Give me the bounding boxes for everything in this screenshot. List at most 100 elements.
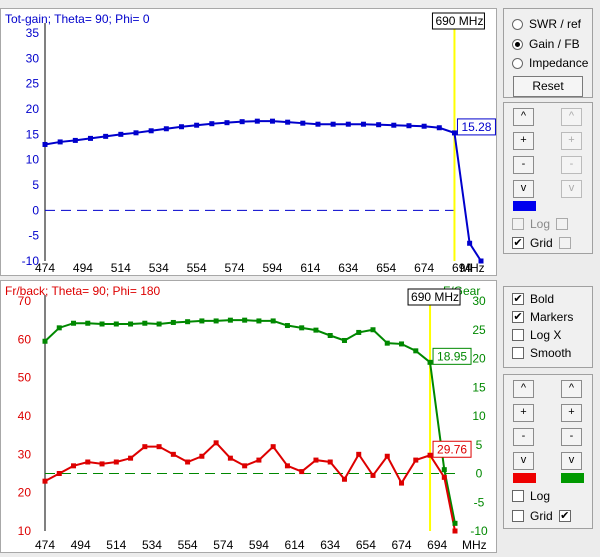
right-scale-up-button[interactable]: ^ <box>561 108 582 126</box>
left-scale-plus-button[interactable]: + <box>513 132 534 150</box>
y-tick-label: 5 <box>32 178 39 192</box>
radio-button[interactable] <box>512 57 523 69</box>
radio-button[interactable] <box>512 18 523 30</box>
x-tick-label: 474 <box>35 538 55 552</box>
left-y-tick-label: 70 <box>18 294 32 308</box>
radio-button[interactable] <box>512 38 523 50</box>
gain-chart-title: Tot-gain; Theta= 90; Phi= 0 <box>5 12 150 26</box>
reset-button[interactable]: Reset <box>513 76 583 97</box>
gain-data-point <box>57 139 63 145</box>
bold-checkbox[interactable]: ✔ <box>512 293 524 305</box>
smooth-checkbox[interactable] <box>512 347 524 359</box>
green-readout-box: 18.95 <box>432 347 472 365</box>
gain-data-point <box>194 122 200 128</box>
grid-left-checkbox[interactable]: ✔ <box>512 237 524 249</box>
fb-scale-panel: ^ + - v ^ + - v Log Grid ✔ <box>503 374 593 529</box>
fb-green-data-point <box>313 327 319 333</box>
fb-green-data-point <box>284 323 290 329</box>
left-scale-minus-button[interactable]: - <box>513 156 534 174</box>
fb-red-data-point <box>142 444 148 450</box>
log-label: Log <box>530 489 551 503</box>
left-scale-up-button[interactable]: ^ <box>513 108 534 126</box>
log-checkbox-row[interactable]: Log <box>512 217 569 231</box>
fb-green-data-point <box>242 317 248 323</box>
x-tick-label: 574 <box>225 261 245 275</box>
front-back-chart[interactable]: Fr/back; Theta= 90; Phi= 180 F/Gear 70 60… <box>0 280 497 553</box>
x-tick-label: 614 <box>285 538 305 552</box>
right-scale-plus-button[interactable]: + <box>561 132 582 150</box>
log-right-checkbox[interactable] <box>556 218 569 230</box>
x-tick-label: 694 <box>452 261 472 275</box>
grid-checkbox-row[interactable]: Grid ✔ <box>512 509 571 523</box>
fb-green-data-point <box>399 341 405 347</box>
x-tick-label: 534 <box>142 538 162 552</box>
smooth-option[interactable]: Smooth <box>512 346 571 360</box>
left-scale-minus-button[interactable]: - <box>513 428 534 446</box>
left-scale-up-button[interactable]: ^ <box>513 380 534 398</box>
gain-readout-box: 15.28 <box>456 118 496 136</box>
gain-series-line <box>44 120 482 262</box>
gain-color-swatch[interactable] <box>513 201 536 211</box>
gain-data-point <box>330 121 336 127</box>
right-scale-down-button[interactable]: v <box>561 452 582 470</box>
x-tick-label: 634 <box>320 538 340 552</box>
gain-chart-plot[interactable]: Tot-gain; Theta= 90; Phi= 0 35 30 25 20 15 10… <box>1 9 496 275</box>
left-scale-down-button[interactable]: v <box>513 180 534 198</box>
fb-green-data-point <box>327 333 333 338</box>
right-scale-minus-button[interactable]: - <box>561 156 582 174</box>
bold-option[interactable]: ✔ Bold <box>512 292 554 306</box>
right-y-tick-label: 20 <box>472 352 486 366</box>
grid-right-checkbox[interactable] <box>558 237 571 249</box>
fb-red-data-point <box>85 459 91 465</box>
svg-text:18.95: 18.95 <box>437 349 467 363</box>
fb-red-data-point <box>170 451 176 457</box>
left-y-tick-label: 20 <box>18 486 32 500</box>
radio-label: Impedance <box>529 56 589 70</box>
grid-checkbox-row[interactable]: ✔ Grid <box>512 236 571 250</box>
y-tick-label: 20 <box>26 102 40 116</box>
gain-data-point <box>254 118 260 124</box>
x-tick-label: 594 <box>249 538 269 552</box>
fb-red-data-point <box>441 474 447 480</box>
gain-chart[interactable]: Tot-gain; Theta= 90; Phi= 0 35 30 25 20 15 10… <box>0 8 497 276</box>
right-scale-plus-button[interactable]: + <box>561 404 582 422</box>
radio-swr-ref[interactable]: SWR / ref <box>512 17 581 31</box>
fb-red-data-point <box>185 459 191 465</box>
fb-green-data-point <box>256 318 262 324</box>
fb-red-data-point <box>213 440 219 446</box>
markers-checkbox[interactable]: ✔ <box>512 311 524 323</box>
fb-red-data-point <box>256 457 262 463</box>
fb-red-color-swatch[interactable] <box>513 473 536 483</box>
logx-option[interactable]: Log X <box>512 328 561 342</box>
gain-data-point <box>148 128 154 134</box>
right-y-tick-label: 15 <box>472 380 486 394</box>
log-checkbox-row[interactable]: Log <box>512 489 550 503</box>
radio-impedance[interactable]: Impedance <box>512 56 588 70</box>
left-scale-plus-button[interactable]: + <box>513 404 534 422</box>
logx-checkbox[interactable] <box>512 329 524 341</box>
mode-panel: SWR / ref Gain / FB Impedance Reset <box>503 8 593 98</box>
front-back-chart-plot[interactable]: Fr/back; Theta= 90; Phi= 180 F/Gear 7060… <box>1 281 496 552</box>
red-readout-box: 29.76 <box>432 440 472 458</box>
x-tick-label: 554 <box>178 538 198 552</box>
fb-red-data-point <box>370 472 376 478</box>
right-scale-up-button[interactable]: ^ <box>561 380 582 398</box>
gain-data-point <box>239 119 245 125</box>
right-scale-down-button[interactable]: v <box>561 180 582 198</box>
log-left-checkbox[interactable] <box>512 218 524 230</box>
right-scale-minus-button[interactable]: - <box>561 428 582 446</box>
grid-right-checkbox[interactable]: ✔ <box>558 510 571 522</box>
fb-red-data-point <box>71 463 77 469</box>
fb-green-data-point <box>441 467 447 473</box>
grid-left-checkbox[interactable] <box>512 510 524 522</box>
log-left-checkbox[interactable] <box>512 490 524 502</box>
gain-data-point <box>224 120 230 126</box>
gain-data-point <box>451 130 457 136</box>
left-scale-down-button[interactable]: v <box>513 452 534 470</box>
markers-option[interactable]: ✔ Markers <box>512 310 573 324</box>
radio-gain-fb[interactable]: Gain / FB <box>512 37 580 51</box>
gain-data-point <box>406 123 412 129</box>
fb-green-color-swatch[interactable] <box>561 473 584 483</box>
gain-data-point <box>72 137 78 143</box>
fb-red-data-point <box>99 461 105 467</box>
